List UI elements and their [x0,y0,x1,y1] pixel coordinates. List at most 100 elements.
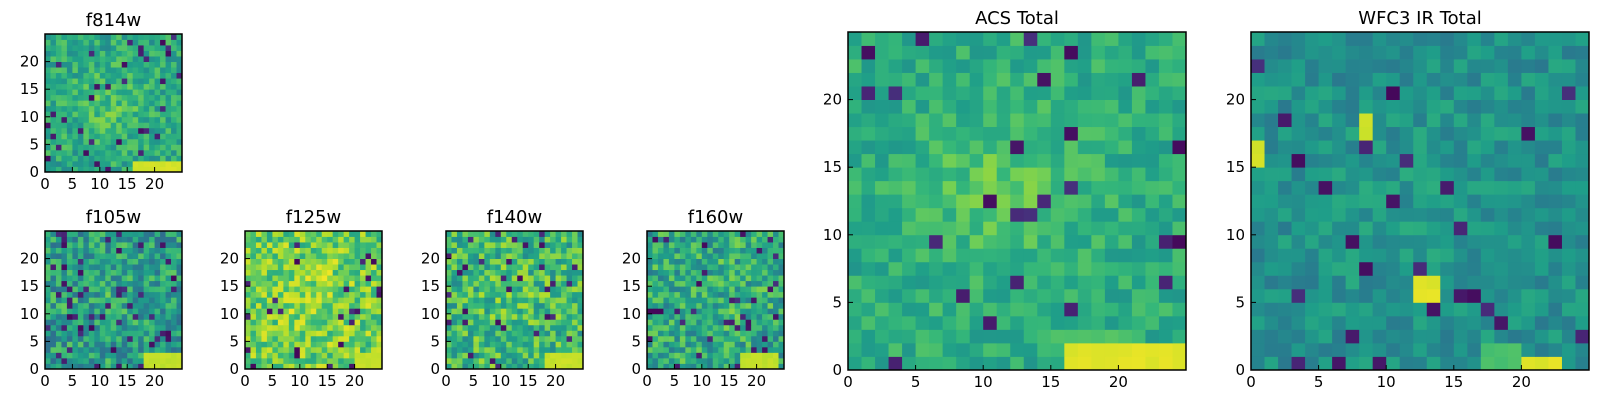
heatmap-cell [266,264,273,271]
heatmap-cell [767,330,774,337]
heatmap-cell [544,357,551,364]
heatmap-cell [561,363,567,370]
heatmap-cell [1561,72,1576,87]
heatmap-cell [996,59,1011,73]
heatmap-cell [143,155,150,162]
heatmap-cell [467,352,474,359]
heatmap-cell [996,126,1011,141]
heatmap-cell [696,269,703,276]
heatmap-cell [1480,140,1495,155]
heatmap-cell [1131,194,1146,209]
heatmap-cell [116,269,123,276]
heatmap-cell [171,319,177,326]
heatmap-cell [1091,288,1106,303]
heatmap-cell [1561,167,1576,182]
heatmap-cell [99,242,106,248]
heatmap-cell [751,236,757,243]
heatmap-cell [149,105,155,112]
heatmap-cell [110,34,117,40]
heatmap-cell [767,269,774,276]
heatmap-cell [277,291,284,298]
heatmap-cell [349,269,355,276]
heatmap-cell [371,258,377,265]
heatmap-cell [105,363,112,370]
heatmap-cell [778,297,785,304]
heatmap-cell [674,302,681,309]
heatmap-cell [160,144,166,151]
heatmap-cell [690,286,697,293]
heatmap-cell [451,291,458,298]
heatmap-cell [149,352,155,359]
heatmap-cell [506,275,513,282]
heatmap-cell [773,247,779,254]
heatmap-cell [756,346,763,353]
heatmap-cell [99,302,106,309]
heatmap-cell [165,264,172,271]
heatmap-cell [371,330,377,337]
heatmap-cell [138,335,145,342]
heatmap-cell [1305,315,1319,330]
heatmap-cell [484,330,491,337]
heatmap-cell [767,324,774,331]
heatmap-cell [544,286,551,293]
heatmap-cell [360,297,366,304]
heatmap-cell [283,231,290,237]
heatmap-cell [1172,342,1187,357]
heatmap-cell [1534,126,1549,141]
heatmap-cell [1145,99,1160,114]
heatmap-cell [55,236,62,243]
heatmap-cell [756,352,763,359]
heatmap-cell [745,324,752,331]
heatmap-cell [116,116,123,123]
heatmap-cell [138,89,145,96]
heatmap-cell [915,356,930,371]
heatmap-cell [45,335,51,342]
heatmap-cell [528,363,535,370]
heatmap-cell [956,329,971,344]
heatmap-cell [277,330,284,337]
heatmap-cell [121,341,128,348]
heatmap-cell [121,308,128,315]
heatmap-cell [1561,302,1576,317]
heatmap-cell [888,113,903,128]
heatmap-cell [165,56,172,62]
heatmap-cell [143,100,150,107]
heatmap-cell [495,346,502,353]
heatmap-cell [349,242,355,248]
heatmap-cell [773,352,779,359]
heatmap-cell [566,242,573,248]
heatmap-cell [942,356,957,371]
heatmap-cell [456,346,463,353]
heatmap-cell [544,258,551,265]
heatmap-cell [1507,153,1522,168]
heatmap-cell [690,324,697,331]
heatmap-cell [528,242,535,248]
heatmap-cell [740,286,747,293]
heatmap-cell [745,286,752,293]
heatmap-cell [668,330,675,337]
heatmap-cell [861,194,876,209]
heatmap-cell [561,280,567,287]
heatmap-cell [983,32,998,46]
heatmap-cell [1104,234,1119,249]
heatmap-cell [88,155,95,162]
heatmap-cell [647,247,653,254]
heatmap-cell [321,335,328,342]
heatmap-cell [473,236,480,243]
heatmap-cell [1561,113,1576,128]
heatmap-cell [343,291,350,298]
heatmap-cell [1118,194,1133,209]
heatmap-cell [321,291,328,298]
heatmap-cell [245,236,251,243]
heatmap-cell [105,72,112,79]
heatmap-cell [105,258,112,265]
heatmap-cell [718,247,725,254]
heatmap-cell [517,352,524,359]
y-tick-label: 10 [622,305,641,323]
heatmap-cell [121,269,128,276]
heatmap-cell [848,288,862,303]
heatmap-cell [149,56,155,62]
heatmap-cell [1077,194,1092,209]
heatmap-cell [55,34,62,40]
heatmap-cell [61,61,68,68]
